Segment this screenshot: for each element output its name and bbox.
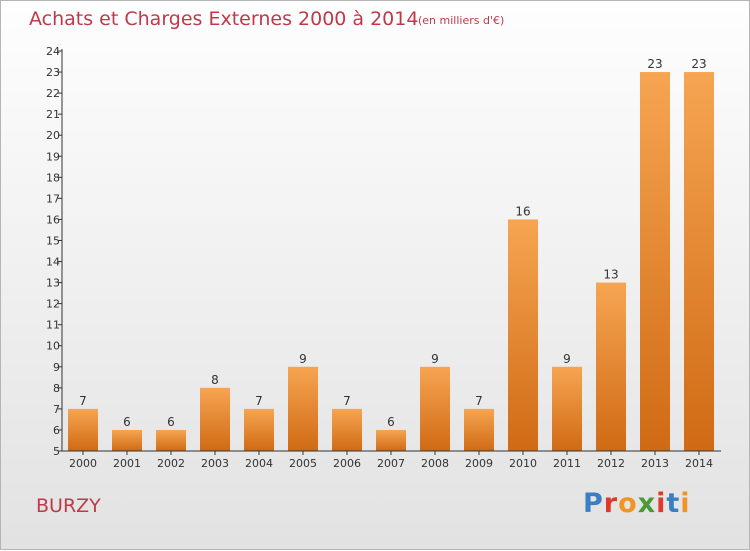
bar-value-label: 13: [603, 268, 618, 282]
y-tick-label: 5: [53, 445, 60, 458]
y-tick-label: 19: [46, 150, 60, 163]
bar-2012: [596, 282, 626, 451]
x-tick-label: 2013: [641, 457, 669, 470]
logo-letter: o: [618, 488, 638, 519]
logo-letter: i: [680, 488, 691, 519]
logo-letter: r: [603, 488, 619, 519]
bar-value-label: 6: [123, 415, 131, 429]
logo-letter: x: [637, 488, 657, 519]
y-tick-label: 16: [46, 213, 60, 226]
y-tick-label: 22: [46, 87, 60, 100]
y-tick-label: 20: [46, 129, 60, 142]
y-tick-label: 23: [46, 66, 60, 79]
y-tick-label: 14: [46, 256, 60, 269]
x-tick-label: 2003: [201, 457, 229, 470]
x-tick-label: 2010: [509, 457, 537, 470]
bar-2000: [68, 408, 98, 451]
proxiti-logo: Proxiti: [583, 488, 691, 519]
bar-value-label: 23: [691, 57, 706, 71]
bar-value-label: 23: [647, 57, 662, 71]
y-tick-label: 6: [53, 424, 60, 437]
y-tick-label: 24: [46, 45, 60, 58]
bar-2002: [156, 429, 186, 451]
bar-value-label: 9: [431, 352, 439, 366]
bar-2001: [112, 429, 142, 451]
x-tick-label: 2001: [113, 457, 141, 470]
bar-value-label: 7: [79, 394, 87, 408]
bar-value-label: 7: [255, 394, 263, 408]
y-tick-label: 18: [46, 171, 60, 184]
bar-value-label: 8: [211, 373, 219, 387]
bar-2004: [244, 408, 274, 451]
y-tick-label: 15: [46, 234, 60, 247]
y-tick-label: 11: [46, 319, 60, 332]
y-tick-label: 7: [53, 403, 60, 416]
chart-title: Achats et Charges Externes 2000 à 2014: [29, 8, 419, 30]
x-tick-label: 2006: [333, 457, 361, 470]
bar-2010: [508, 219, 538, 451]
x-tick-label: 2008: [421, 457, 449, 470]
x-tick-label: 2012: [597, 457, 625, 470]
x-tick-label: 2005: [289, 457, 317, 470]
x-tick-label: 2014: [685, 457, 713, 470]
x-tick-label: 2011: [553, 457, 581, 470]
y-tick-label: 10: [46, 340, 60, 353]
bar-2009: [464, 408, 494, 451]
bar-value-label: 9: [299, 352, 307, 366]
x-tick-label: 2009: [465, 457, 493, 470]
bar-2007: [376, 429, 406, 451]
commune-name: BURZY: [36, 495, 101, 517]
logo-letter: t: [666, 488, 681, 519]
x-tick-label: 2007: [377, 457, 405, 470]
y-tick-label: 12: [46, 298, 60, 311]
chart-subtitle: (en milliers d'€): [418, 14, 505, 27]
bar-2014: [684, 72, 714, 451]
bar-2005: [288, 366, 318, 451]
bar-value-label: 6: [167, 415, 175, 429]
bar-2003: [200, 387, 230, 451]
bar-value-label: 16: [515, 204, 530, 218]
bar-value-label: 6: [387, 415, 395, 429]
y-tick-label: 13: [46, 277, 60, 290]
y-tick-label: 21: [46, 108, 60, 121]
y-tick-label: 17: [46, 192, 60, 205]
x-tick-label: 2002: [157, 457, 185, 470]
x-tick-label: 2004: [245, 457, 273, 470]
y-tick-label: 8: [53, 382, 60, 395]
logo-letter: i: [656, 488, 667, 519]
bar-value-label: 7: [475, 394, 483, 408]
bar-2008: [420, 366, 450, 451]
logo-letter: P: [583, 488, 604, 519]
bar-2013: [640, 72, 670, 451]
y-tick-label: 9: [53, 361, 60, 374]
x-tick-label: 2000: [69, 457, 97, 470]
bar-value-label: 7: [343, 394, 351, 408]
bar-2011: [552, 366, 582, 451]
bar-value-label: 9: [563, 352, 571, 366]
bar-2006: [332, 408, 362, 451]
